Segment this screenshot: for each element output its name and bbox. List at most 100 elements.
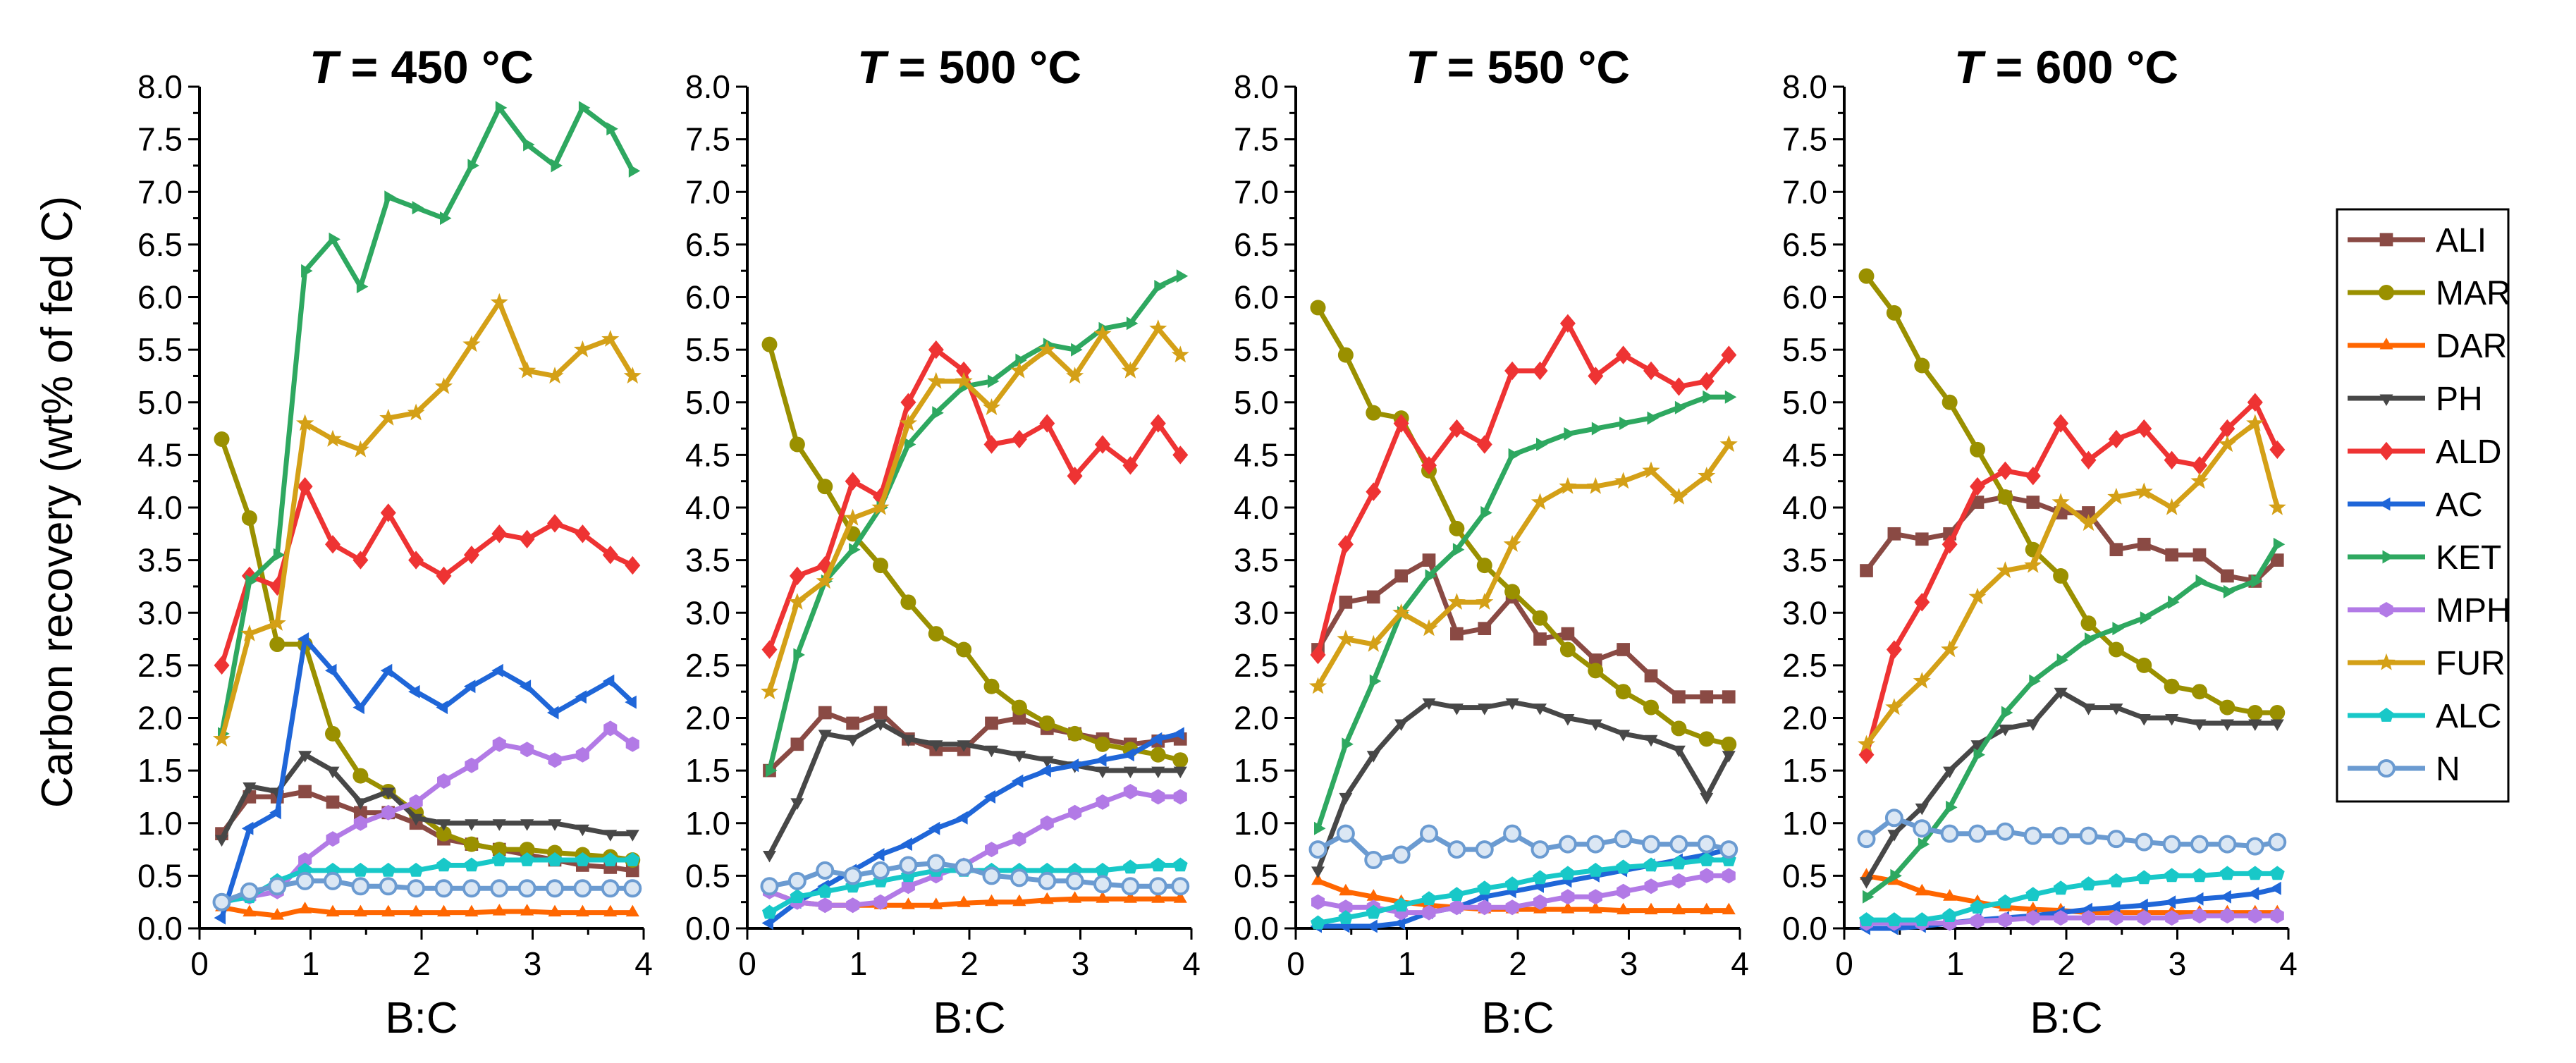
- data-point-fur: [2079, 514, 2098, 532]
- data-point-n: [1586, 835, 1605, 854]
- y-tick-label: 0.5: [1782, 857, 1827, 894]
- y-tick-label: 0.5: [137, 857, 183, 894]
- y-tick-label: 2.5: [1234, 647, 1279, 684]
- data-point-ac: [491, 663, 503, 677]
- data-point-ph: [1561, 714, 1575, 726]
- series-ald: [1858, 393, 2286, 764]
- data-point-mph: [873, 894, 888, 910]
- series-line-ali: [768, 710, 1181, 773]
- legend-marker: [2379, 285, 2394, 300]
- data-point-ph: [1970, 740, 1985, 752]
- data-point-ph: [2165, 714, 2179, 726]
- data-point-mph: [2270, 908, 2284, 924]
- data-point-dar: [1173, 891, 1187, 903]
- data-point-ald: [325, 535, 341, 554]
- data-point-ali: [1450, 627, 1464, 641]
- data-point-ald: [1970, 477, 1985, 496]
- series-n: [1857, 809, 2287, 856]
- data-point-fur: [1337, 629, 1355, 647]
- data-point-fur: [296, 414, 314, 431]
- data-point-mph: [1449, 899, 1464, 916]
- data-point-ald: [789, 566, 805, 586]
- data-point-mar: [900, 594, 916, 610]
- y-tick-label: 4.0: [1234, 489, 1279, 526]
- data-point-mar: [2080, 615, 2097, 632]
- data-point-ph: [437, 819, 450, 831]
- data-point-mar: [1337, 347, 1354, 363]
- y-tick-label: 1.0: [685, 805, 730, 842]
- data-point-ali: [1887, 527, 1901, 541]
- data-point-mar: [817, 479, 833, 495]
- data-point-mph: [1998, 912, 2012, 928]
- data-point-ac: [214, 911, 226, 925]
- data-point-ket: [1425, 569, 1437, 583]
- data-point-alc: [1671, 855, 1686, 870]
- data-point-alc: [1588, 862, 1603, 877]
- data-point-dar: [929, 897, 943, 909]
- data-point-n: [1392, 845, 1411, 864]
- y-tick-label: 4.5: [1234, 436, 1279, 473]
- y-tick-label: 6.0: [1782, 279, 1827, 316]
- data-point-n: [1642, 835, 1660, 854]
- data-point-n: [871, 861, 890, 880]
- data-point-ket: [1342, 737, 1354, 751]
- data-point-ket: [440, 211, 452, 226]
- data-point-ac: [463, 680, 476, 694]
- data-point-dar: [1588, 902, 1602, 914]
- data-point-ald: [2080, 450, 2097, 469]
- data-point-mar: [761, 336, 778, 352]
- data-point-n: [1171, 877, 1190, 896]
- legend-marker: [2377, 653, 2396, 670]
- data-point-ali: [1339, 595, 1353, 609]
- data-point-mar: [1310, 300, 1326, 316]
- data-point-alc: [817, 883, 833, 898]
- data-point-ph: [929, 740, 943, 752]
- legend-marker: [2379, 338, 2393, 350]
- x-tick-label: 1: [1946, 945, 1965, 982]
- y-tick-label: 5.0: [685, 384, 730, 421]
- data-point-n: [1968, 824, 1987, 843]
- data-point-n: [2268, 832, 2287, 852]
- series-line-mar: [219, 438, 633, 863]
- data-point-fur: [1913, 672, 1931, 689]
- series-line-ali: [1315, 558, 1729, 700]
- data-point-n: [816, 861, 835, 880]
- data-point-mph: [326, 831, 340, 847]
- data-point-ket: [301, 264, 313, 278]
- data-point-fur: [1364, 634, 1382, 652]
- data-point-ali: [1700, 690, 1714, 703]
- data-point-n: [1121, 877, 1140, 896]
- data-point-ald: [547, 514, 563, 533]
- y-tick-label: 6.0: [137, 279, 183, 316]
- data-point-n: [268, 877, 287, 896]
- legend-item-fur: FUR: [2348, 645, 2506, 682]
- data-point-alc: [1533, 870, 1547, 885]
- data-point-ket: [578, 101, 591, 115]
- legend-item-ket: KET: [2348, 539, 2501, 577]
- data-point-ket: [1946, 800, 1958, 814]
- data-point-n: [240, 882, 259, 901]
- data-point-ali: [2026, 496, 2040, 509]
- data-point-n: [2079, 826, 2098, 845]
- data-point-fur: [1121, 361, 1139, 379]
- data-point-mph: [1068, 804, 1082, 821]
- data-point-mar: [1858, 268, 1875, 284]
- panel-title: T = 550 °C: [1406, 41, 1630, 93]
- data-point-ac: [928, 821, 940, 835]
- series-line-fur: [219, 300, 635, 740]
- y-tick-label: 5.0: [137, 384, 183, 421]
- data-point-ket: [273, 548, 286, 562]
- y-tick-label: 3.5: [685, 542, 730, 579]
- data-point-ket: [1890, 868, 1902, 883]
- legend-item-n: N: [2348, 751, 2460, 788]
- data-point-ac: [1067, 758, 1079, 773]
- y-tick-label: 5.0: [1234, 384, 1279, 421]
- data-point-fur: [407, 403, 425, 421]
- series-line-mph: [1866, 913, 2278, 926]
- data-point-fur: [955, 371, 973, 389]
- data-point-dar: [270, 908, 284, 920]
- y-tick-label: 2.0: [685, 700, 730, 737]
- data-point-alc: [436, 857, 451, 872]
- y-tick-label: 8.0: [1234, 68, 1279, 105]
- data-point-ph: [625, 830, 639, 842]
